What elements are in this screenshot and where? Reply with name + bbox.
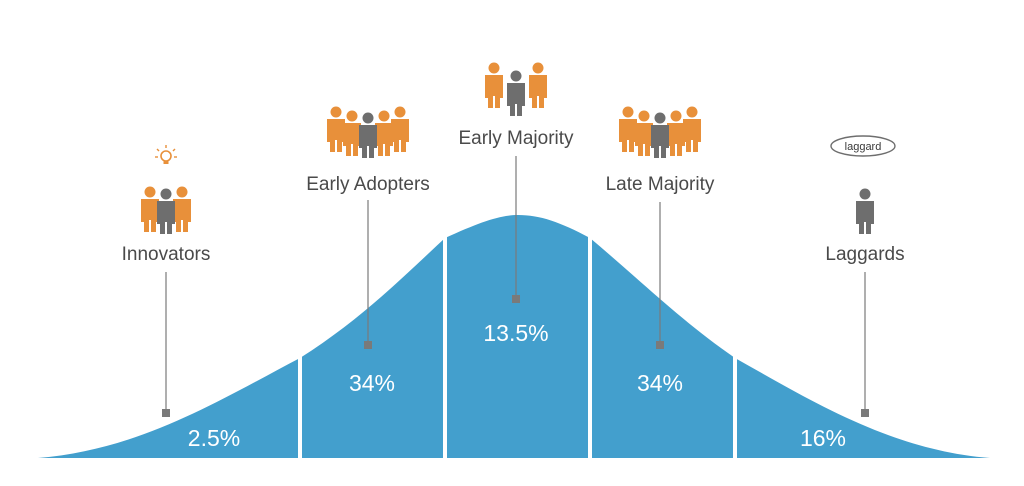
- people-group-icon: [619, 106, 701, 158]
- marker-early-adopters: [364, 341, 372, 349]
- leader-lines: [162, 156, 869, 417]
- percent-late-majority: 34%: [637, 370, 683, 396]
- marker-innovators: [162, 409, 170, 417]
- lightbulb-icon: [155, 145, 177, 164]
- laggard-badge: laggard: [830, 135, 896, 157]
- lone-person-icon: [856, 188, 874, 234]
- marker-early-majority: [512, 295, 520, 303]
- marker-late-majority: [656, 341, 664, 349]
- percent-early-adopters: 34%: [349, 370, 395, 396]
- label-early-adopters: Early Adopters: [306, 174, 430, 195]
- label-early-majority: Early Majority: [458, 128, 574, 149]
- label-innovators: Innovators: [122, 244, 211, 265]
- laggard-badge-text: laggard: [845, 141, 882, 153]
- segment-dividers: [298, 228, 737, 460]
- lightbulb-people-group-icon: [141, 145, 191, 234]
- marker-laggards: [861, 409, 869, 417]
- percent-laggards: 16%: [800, 425, 846, 451]
- people-group-icon: [327, 106, 409, 158]
- label-laggards: Laggards: [825, 244, 904, 265]
- label-late-majority: Late Majority: [606, 174, 715, 195]
- percent-early-majority: 13.5%: [483, 320, 548, 346]
- percent-innovators: 2.5%: [188, 425, 240, 451]
- bell-curve-area: [38, 215, 990, 458]
- people-group-icon: [485, 62, 547, 116]
